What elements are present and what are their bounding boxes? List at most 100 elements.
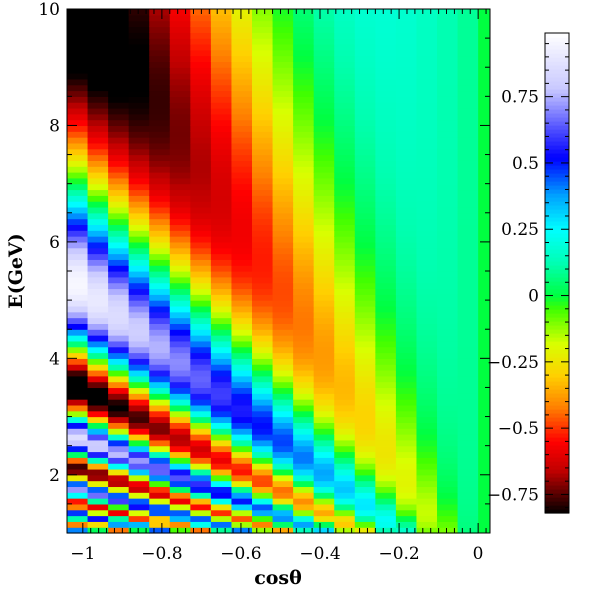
heatmap-cell (354, 358, 376, 365)
heatmap-cell (169, 498, 191, 505)
heatmap-cell (210, 422, 233, 429)
heatmap-cell (190, 67, 212, 74)
heatmap-cell (375, 183, 397, 191)
heatmap-cell (252, 439, 274, 447)
heatmap-cell (354, 113, 376, 121)
heatmap-cell (354, 84, 376, 92)
heatmap-cell (457, 9, 479, 16)
heatmap-cell (272, 84, 294, 92)
heatmap-cell (190, 230, 212, 237)
heatmap-cell (231, 206, 253, 214)
heatmap-cell (437, 201, 459, 208)
heatmap-cell (395, 43, 418, 51)
heatmap-cell (252, 509, 274, 517)
heatmap-cell (457, 323, 479, 330)
heatmap-cell (210, 201, 233, 208)
colorbar-swatch (545, 101, 569, 106)
heatmap-cell (354, 381, 376, 389)
heatmap-cell (128, 346, 150, 354)
heatmap-cell (190, 305, 212, 313)
colorbar-swatch (545, 497, 569, 502)
heatmap-cell (334, 84, 356, 92)
heatmap-cell (354, 503, 376, 511)
heatmap-cell (416, 463, 438, 470)
heatmap-cell (375, 416, 397, 423)
heatmap-cell (313, 375, 335, 383)
heatmap-cell (169, 154, 191, 161)
heatmap-cell (87, 288, 109, 295)
heatmap-cell (334, 381, 356, 389)
heatmap-cell (334, 527, 356, 534)
colorbar-swatch (545, 325, 569, 330)
heatmap-cell (149, 218, 171, 226)
heatmap-cell (169, 323, 191, 330)
heatmap-cell (395, 282, 418, 290)
heatmap-cell (272, 166, 294, 173)
heatmap-cell (231, 329, 253, 336)
heatmap-cell (293, 468, 315, 476)
heatmap-cell (149, 137, 171, 144)
heatmap-cell (313, 282, 335, 290)
heatmap-cell (437, 387, 459, 394)
heatmap-cell (395, 38, 418, 45)
heatmap-cell (293, 498, 315, 505)
heatmap-cell (108, 358, 130, 365)
heatmap-cell (457, 61, 479, 68)
colorbar-swatch (545, 265, 569, 270)
heatmap-cell (149, 265, 171, 272)
colorbar-swatch (545, 489, 569, 494)
heatmap-cell (190, 172, 212, 179)
heatmap-cell (108, 422, 130, 429)
heatmap-cell (169, 20, 191, 28)
heatmap-cell (108, 125, 130, 132)
heatmap-cell (190, 311, 212, 319)
heatmap-cell (293, 521, 315, 528)
heatmap-cell (395, 521, 418, 528)
heatmap-cell (87, 474, 109, 482)
heatmap-cell (272, 515, 294, 522)
heatmap-cell (293, 102, 315, 109)
heatmap-cell (437, 142, 459, 150)
heatmap-cell (252, 288, 274, 295)
heatmap-cell (375, 9, 397, 16)
heatmap-cell (190, 43, 212, 51)
heatmap-cell (457, 154, 479, 161)
heatmap-cell (395, 102, 418, 109)
heatmap-cell (169, 241, 191, 249)
heatmap-cell (457, 404, 479, 412)
heatmap-cell (313, 323, 335, 330)
heatmap-cell (128, 236, 150, 243)
heatmap-cell (87, 375, 109, 383)
heatmap-cell (272, 271, 294, 278)
heatmap-cell (272, 218, 294, 226)
heatmap-cell (210, 439, 233, 447)
colorbar-swatch (545, 261, 569, 266)
heatmap-cell (108, 189, 130, 196)
heatmap-cell (128, 160, 150, 167)
heatmap-cell (149, 113, 171, 121)
heatmap-cell (313, 340, 335, 348)
heatmap-cell (252, 247, 274, 255)
heatmap-cell (128, 259, 150, 266)
heatmap-cell (149, 335, 171, 342)
heatmap-cell (190, 119, 212, 127)
heatmap-cell (395, 509, 418, 517)
heatmap-cell (334, 73, 356, 80)
heatmap-cell (313, 486, 335, 493)
heatmap-cell (313, 294, 335, 301)
heatmap-cell (416, 422, 438, 429)
heatmap-cell (128, 241, 150, 249)
heatmap-cell (252, 43, 274, 51)
heatmap-cell (67, 14, 89, 22)
heatmap-cell (67, 259, 89, 266)
heatmap-cell (87, 515, 109, 522)
heatmap-cell (128, 73, 150, 80)
heatmap-cell (395, 137, 418, 144)
heatmap-cell (87, 102, 109, 109)
heatmap-cell (190, 340, 212, 348)
heatmap-cell (231, 387, 253, 394)
heatmap-cell (149, 55, 171, 62)
heatmap-cell (252, 230, 274, 237)
heatmap-cell (293, 271, 315, 278)
